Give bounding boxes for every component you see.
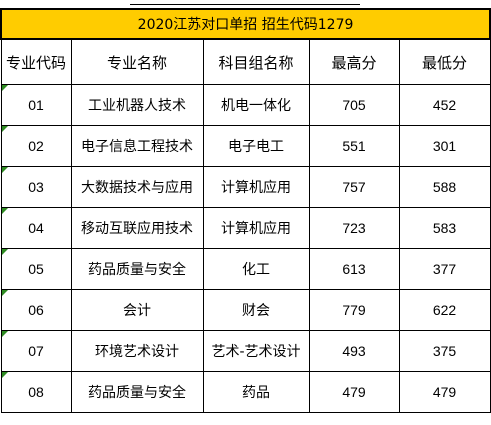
cell-subject-group[interactable]: 计算机应用 (202, 166, 310, 208)
cell-major-name[interactable]: 会计 (70, 289, 204, 331)
cell-major-code[interactable]: 03 (0, 166, 72, 208)
cell-major-name[interactable]: 药品质量与安全 (70, 248, 204, 290)
cell-min-score[interactable]: 377 (398, 248, 491, 290)
cell-text: 03 (28, 179, 44, 195)
text-number-flag-icon (2, 85, 8, 91)
cell-major-code[interactable]: 01 (0, 84, 72, 126)
cell-min-score[interactable]: 588 (398, 166, 491, 208)
header-min-score[interactable]: 最低分 (398, 38, 491, 85)
header-major-name[interactable]: 专业名称 (70, 38, 204, 85)
cell-max-score[interactable]: 613 (308, 248, 400, 290)
cell-max-score[interactable]: 779 (308, 289, 400, 331)
table-title[interactable]: 2020江苏对口单招 招生代码1279 (0, 8, 491, 40)
cell-min-score[interactable]: 452 (398, 84, 491, 126)
cell-min-score[interactable]: 479 (398, 371, 491, 413)
text-number-flag-icon (2, 249, 8, 255)
table-row: 07 环境艺术设计 艺术-艺术设计 493 375 (0, 330, 491, 372)
cell-text: 07 (28, 343, 44, 359)
cell-subject-group[interactable]: 艺术-艺术设计 (202, 330, 310, 372)
table-row: 01 工业机器人技术 机电一体化 705 452 (0, 84, 491, 126)
cell-major-name[interactable]: 电子信息工程技术 (70, 125, 204, 167)
cell-max-score[interactable]: 479 (308, 371, 400, 413)
text-number-flag-icon (2, 126, 8, 132)
table-row: 06 会计 财会 779 622 (0, 289, 491, 331)
cell-text: 04 (28, 220, 44, 236)
text-number-flag-icon (2, 208, 8, 214)
cell-subject-group[interactable]: 化工 (202, 248, 310, 290)
cell-max-score[interactable]: 705 (308, 84, 400, 126)
cropped-header-strip (0, 0, 491, 8)
cell-major-code[interactable]: 04 (0, 207, 72, 249)
cell-text: 01 (28, 97, 44, 113)
cell-major-code[interactable]: 02 (0, 125, 72, 167)
text-number-flag-icon (2, 331, 8, 337)
cell-subject-group[interactable]: 财会 (202, 289, 310, 331)
cell-major-code[interactable]: 07 (0, 330, 72, 372)
table-row: 03 大数据技术与应用 计算机应用 757 588 (0, 166, 491, 208)
cell-min-score[interactable]: 583 (398, 207, 491, 249)
cropped-header-remnant (130, 0, 360, 5)
table-row: 04 移动互联应用技术 计算机应用 723 583 (0, 207, 491, 249)
cell-max-score[interactable]: 493 (308, 330, 400, 372)
cell-major-code[interactable]: 08 (0, 371, 72, 413)
cell-major-name[interactable]: 药品质量与安全 (70, 371, 204, 413)
cell-major-name[interactable]: 工业机器人技术 (70, 84, 204, 126)
cell-major-name[interactable]: 环境艺术设计 (70, 330, 204, 372)
header-major-code[interactable]: 专业代码 (0, 38, 72, 85)
text-number-flag-icon (2, 290, 8, 296)
cell-subject-group[interactable]: 机电一体化 (202, 84, 310, 126)
cell-major-code[interactable]: 06 (0, 289, 72, 331)
cell-text: 08 (28, 384, 44, 400)
header-subject-group[interactable]: 科目组名称 (202, 38, 310, 85)
header-max-score[interactable]: 最高分 (308, 38, 400, 85)
cell-major-code[interactable]: 05 (0, 248, 72, 290)
cell-min-score[interactable]: 375 (398, 330, 491, 372)
cell-text: 06 (28, 302, 44, 318)
cell-major-name[interactable]: 移动互联应用技术 (70, 207, 204, 249)
cell-min-score[interactable]: 301 (398, 125, 491, 167)
admission-score-table: 2020江苏对口单招 招生代码1279 专业代码 专业名称 科目组名称 最高分 … (0, 8, 491, 413)
cell-subject-group[interactable]: 电子电工 (202, 125, 310, 167)
table-row: 08 药品质量与安全 药品 479 479 (0, 371, 491, 413)
table-row: 02 电子信息工程技术 电子电工 551 301 (0, 125, 491, 167)
table-row: 05 药品质量与安全 化工 613 377 (0, 248, 491, 290)
cell-max-score[interactable]: 757 (308, 166, 400, 208)
cell-subject-group[interactable]: 计算机应用 (202, 207, 310, 249)
text-number-flag-icon (2, 167, 8, 173)
cell-subject-group[interactable]: 药品 (202, 371, 310, 413)
title-row: 2020江苏对口单招 招生代码1279 (0, 8, 491, 40)
text-number-flag-icon (2, 372, 8, 378)
cell-text: 02 (28, 138, 44, 154)
cell-max-score[interactable]: 723 (308, 207, 400, 249)
cell-major-name[interactable]: 大数据技术与应用 (70, 166, 204, 208)
header-row: 专业代码 专业名称 科目组名称 最高分 最低分 (0, 38, 491, 85)
cell-max-score[interactable]: 551 (308, 125, 400, 167)
cell-min-score[interactable]: 622 (398, 289, 491, 331)
cell-text: 05 (28, 261, 44, 277)
